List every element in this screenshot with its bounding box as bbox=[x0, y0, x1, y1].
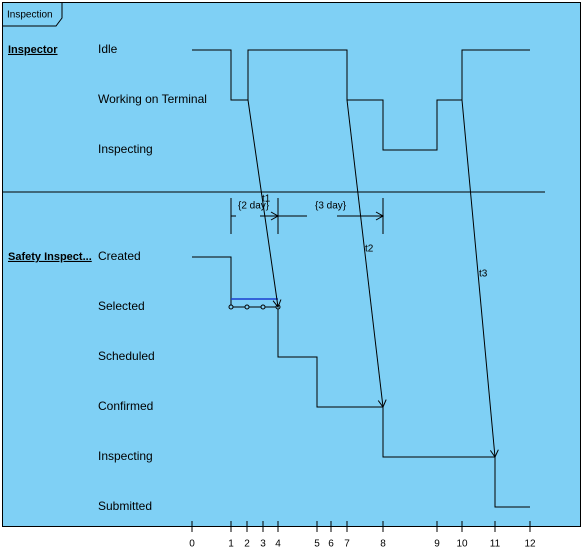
timeline bbox=[192, 49, 530, 151]
tick-label: 2 bbox=[244, 539, 250, 550]
tick-label: 4 bbox=[275, 539, 281, 550]
state-label: Inspecting bbox=[98, 449, 153, 463]
duration-label: {3 day} bbox=[315, 201, 347, 212]
tick-label: 1 bbox=[228, 539, 234, 550]
message bbox=[461, 99, 499, 459]
message bbox=[346, 99, 387, 409]
tick-label: 6 bbox=[328, 539, 334, 550]
frame bbox=[2, 2, 581, 527]
tick-label: 9 bbox=[434, 539, 440, 550]
lifeline-name: Inspector bbox=[8, 44, 58, 56]
tick-label: 5 bbox=[314, 539, 320, 550]
state-label: Created bbox=[98, 249, 141, 263]
state-label: Scheduled bbox=[98, 349, 155, 363]
state-label: Inspecting bbox=[98, 142, 153, 156]
duration-label: {2 day} bbox=[238, 201, 270, 212]
frame-title: Inspection bbox=[7, 10, 53, 21]
tick-label: 10 bbox=[456, 539, 468, 550]
time-ticks: 0 1 2 3 4 5 6 7 8 9 10 11 12 bbox=[189, 521, 536, 550]
duration-constraint bbox=[230, 198, 385, 234]
state-label: Idle bbox=[98, 42, 118, 56]
message-label: t3 bbox=[479, 269, 488, 280]
tick-label: 12 bbox=[524, 539, 536, 550]
message-label: t2 bbox=[365, 244, 374, 255]
tick-label: 3 bbox=[260, 539, 266, 550]
state-label: Selected bbox=[98, 299, 145, 313]
tick-label: 8 bbox=[380, 539, 386, 550]
tick-label: 0 bbox=[189, 539, 195, 550]
message-label: t1 bbox=[262, 194, 271, 205]
state-label: Working on Terminal bbox=[98, 92, 207, 106]
state-label: Submitted bbox=[98, 499, 152, 513]
message bbox=[247, 99, 282, 308]
frame-tab bbox=[2, 2, 63, 27]
tick-label: 7 bbox=[344, 539, 350, 550]
tick-label: 11 bbox=[490, 539, 501, 550]
state-label: Confirmed bbox=[98, 399, 153, 413]
lifeline-name: Safety Inspect... bbox=[8, 251, 92, 263]
